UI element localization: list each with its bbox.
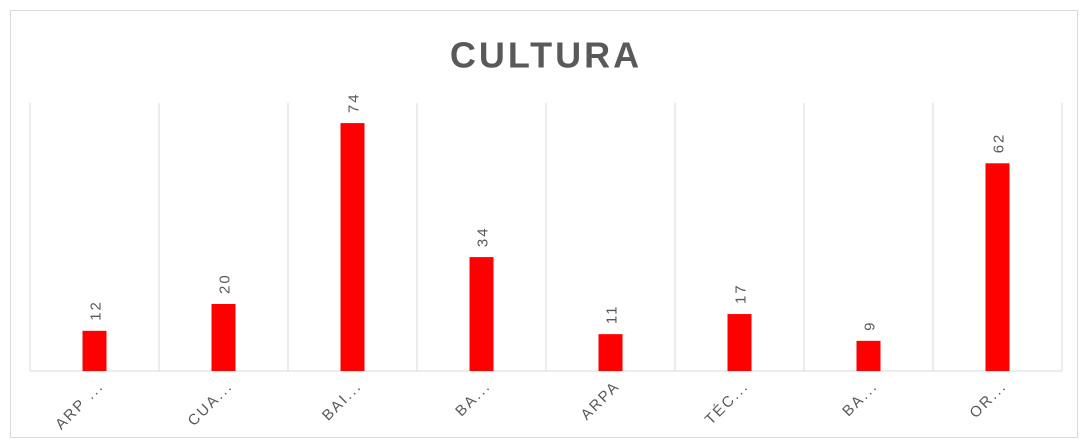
bar — [82, 330, 107, 371]
bar — [469, 257, 494, 371]
data-label: 17 — [733, 283, 750, 304]
bar — [727, 314, 752, 371]
data-label: 74 — [346, 92, 363, 113]
bar — [340, 123, 365, 371]
data-label: 9 — [862, 321, 879, 331]
data-label: 34 — [475, 226, 492, 247]
chart-frame — [10, 10, 1078, 438]
bar — [856, 340, 881, 371]
data-label: 20 — [217, 273, 234, 294]
bar — [985, 163, 1010, 371]
data-label: 12 — [88, 300, 105, 321]
data-label: 62 — [991, 133, 1008, 154]
bar — [598, 334, 623, 371]
data-label: 11 — [604, 305, 621, 325]
bar — [211, 304, 236, 371]
chart-title: CULTURA — [450, 35, 642, 76]
